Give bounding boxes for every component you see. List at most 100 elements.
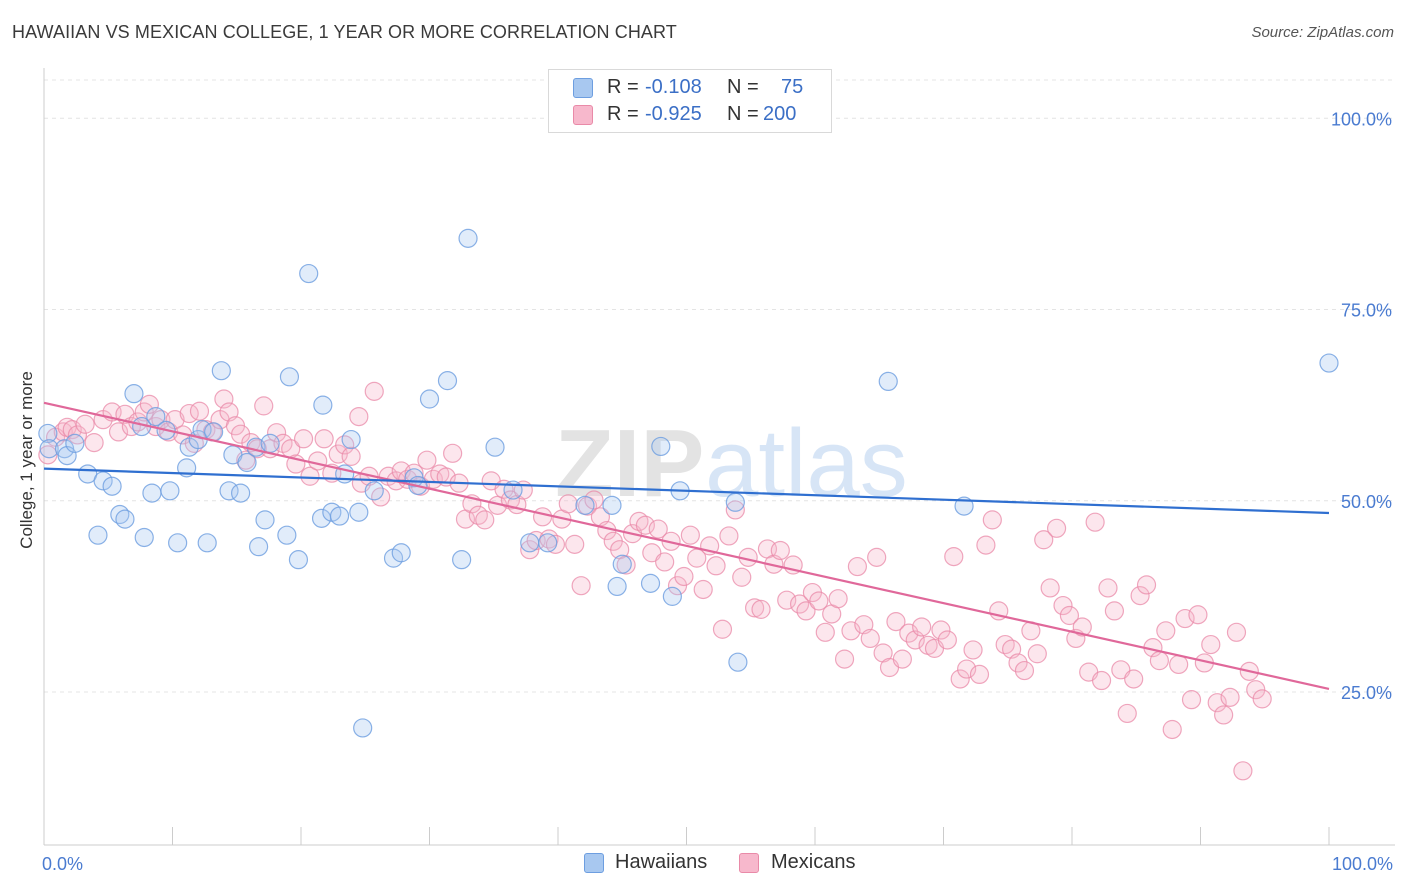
trend-lines <box>43 401 1330 691</box>
mexicans-point <box>745 598 765 618</box>
mexicans-point <box>976 535 996 555</box>
mexicans-point <box>963 640 983 660</box>
mexicans-point <box>1136 575 1157 595</box>
mexicans-point <box>725 500 745 520</box>
mexicans-point <box>777 590 797 610</box>
hawaiians-point <box>391 543 411 563</box>
mexicans-point <box>1233 761 1253 781</box>
mexicans-point <box>1201 634 1221 655</box>
n-value: 75 <box>781 76 804 98</box>
n-label: N = <box>727 103 759 125</box>
hawaiians-point <box>313 395 333 415</box>
hawaiians-point <box>349 502 369 522</box>
hawaiians-point <box>160 481 180 501</box>
mexicans-point <box>1214 705 1234 725</box>
r-value: -0.925 <box>645 103 702 125</box>
r-value: -0.108 <box>645 76 702 98</box>
source-label: Source: ZipAtlas.com <box>1251 24 1394 41</box>
mexicans-point <box>944 546 964 567</box>
mexicans-point <box>1027 644 1047 664</box>
r-label: R = <box>607 76 639 98</box>
mexicans-point <box>1162 719 1182 740</box>
mexicans-point <box>815 622 835 642</box>
n-label: N = <box>727 76 759 98</box>
mexicans-point <box>75 414 95 434</box>
mexicans-point <box>584 490 604 510</box>
mexicans-point <box>635 515 655 535</box>
mexicans-point <box>770 540 790 561</box>
watermark-zip: ZIP <box>555 410 704 517</box>
hawaiians-point <box>134 527 154 548</box>
hawaiians-point <box>38 423 58 444</box>
hawaiians-point <box>260 433 280 453</box>
y-tick-label: 50.0% <box>1341 492 1392 512</box>
hawaiians-point <box>197 533 217 553</box>
hawaiians-point <box>277 525 297 545</box>
hawaiians-point <box>102 476 122 496</box>
hawaiians-point <box>575 495 595 515</box>
hawaiians-point <box>612 554 632 574</box>
mexicans-point <box>719 526 739 546</box>
y-tick-label: 75.0% <box>1341 301 1392 321</box>
mexicans-point <box>254 396 274 416</box>
mexicans-point <box>712 619 733 639</box>
hawaiians-swatch <box>573 78 593 98</box>
mexicans-point <box>732 567 752 587</box>
hawaiians-point <box>299 263 319 284</box>
mexicans-point <box>751 599 771 619</box>
mexicans-point <box>1053 595 1073 616</box>
mexicans-point <box>1091 670 1112 691</box>
hawaiians-point <box>39 439 59 459</box>
n-value: 200 <box>763 103 797 125</box>
mexicans-point <box>1014 660 1035 681</box>
mexicans-point <box>417 450 437 470</box>
hawaiians-point <box>115 509 135 529</box>
mexicans-point <box>693 579 713 600</box>
hawaiians-point <box>728 652 748 672</box>
mexicans-point <box>1098 578 1118 598</box>
hawaiians-trend-line <box>43 467 1330 515</box>
mexicans-point <box>341 446 361 466</box>
hawaiians-point <box>364 481 384 501</box>
mexicans-point <box>571 576 591 596</box>
hawaiians-point <box>437 371 458 391</box>
stats-legend: R = -0.108 N = 75 R = -0.925 N = 200 <box>548 69 832 133</box>
mexicans-point <box>300 466 320 486</box>
hawaiians-point <box>146 407 166 427</box>
hawaiians-point <box>458 228 478 248</box>
hawaiians-points <box>38 228 1339 738</box>
mexicans-point <box>655 552 675 572</box>
mexicans-point <box>912 617 932 637</box>
watermark: ZIP atlas <box>555 410 908 517</box>
mexicans-point <box>1040 578 1060 598</box>
hawaiians-point <box>878 371 898 392</box>
mexicans-point <box>892 649 912 669</box>
hawaiians-swatch <box>584 853 604 873</box>
mexicans-point <box>1072 617 1092 637</box>
mexicans-point <box>1220 687 1240 707</box>
hawaiians-point <box>57 446 77 466</box>
mexicans-point <box>931 620 951 640</box>
mexicans-trend-line <box>43 401 1330 691</box>
mexicans-point <box>1046 518 1067 538</box>
mexicans-point <box>532 507 553 527</box>
legend-label: Hawaiians <box>615 851 708 873</box>
mexicans-point <box>335 435 355 455</box>
x-tick-label: 0.0% <box>42 854 83 874</box>
mexicans-point <box>1124 669 1144 689</box>
hawaiians-point <box>607 576 627 597</box>
mexicans-point <box>1130 586 1150 606</box>
legend-row-mexicans: R = -0.925 N = 200 <box>549 101 831 127</box>
mexicans-point <box>1156 621 1176 641</box>
mexicans-point <box>1181 690 1202 710</box>
mexicans-point <box>1207 693 1227 713</box>
mexicans-point <box>1104 601 1125 621</box>
mexicans-point <box>957 659 977 679</box>
mexicans-point <box>565 534 585 554</box>
mexicans-point <box>828 589 848 609</box>
mexicans-point <box>266 423 287 443</box>
mexicans-point <box>674 566 694 587</box>
hawaiians-point <box>279 367 300 387</box>
hawaiians-point <box>329 506 350 526</box>
